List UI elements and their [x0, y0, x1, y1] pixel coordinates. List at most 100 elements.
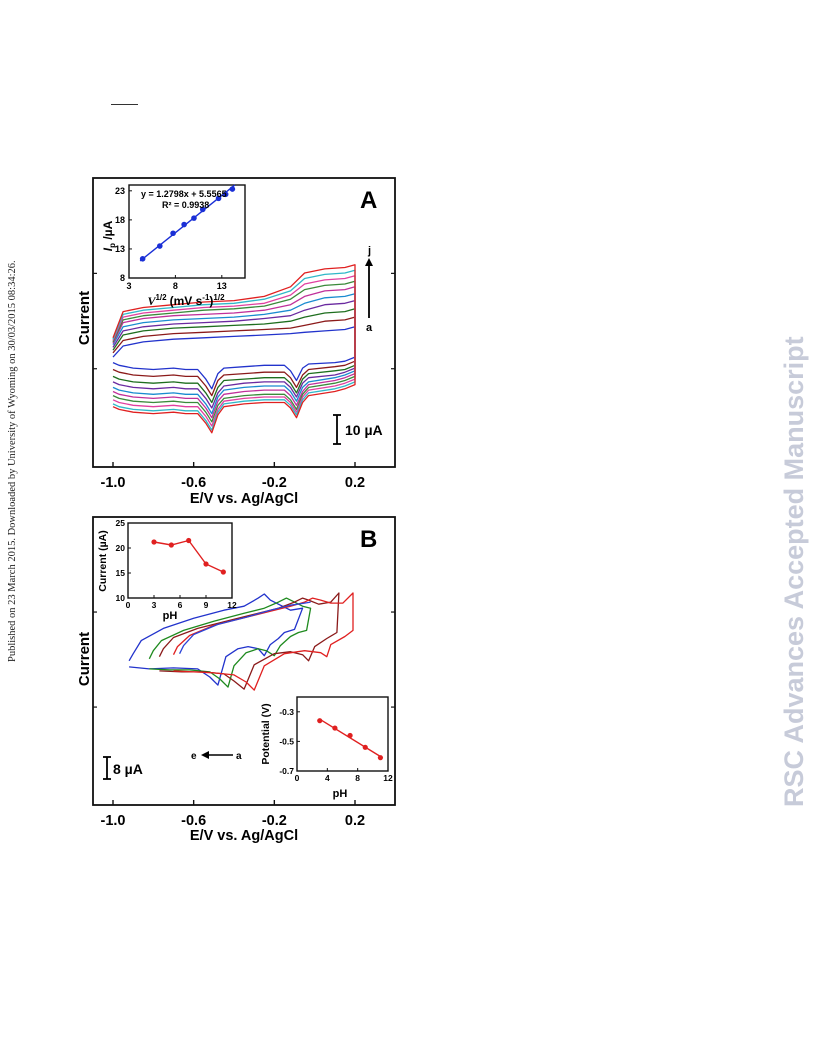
- x-tick-label: 0.2: [345, 475, 365, 491]
- panel-b-scale-bar-label: 8 µA: [113, 761, 143, 777]
- inset-y-tick-label: 20: [116, 543, 126, 553]
- voltammogram-curve: [112, 316, 356, 397]
- inset-y-tick-label: 15: [116, 568, 126, 578]
- voltammogram-curve: [112, 293, 356, 415]
- panel-b-voltammograms: [128, 592, 354, 691]
- inset-x-tick-label: 8: [355, 773, 360, 783]
- panel-b-inset-top: 0 3 6 9 12 10 15 20 25 Current (µA) pH: [97, 518, 237, 622]
- panel-b-inset-bottom: 0 4 8 12 -0.3 -0.5 -0.7 Potential (V) pH: [260, 696, 393, 800]
- voltammogram-curve: [179, 601, 311, 654]
- inset-y-tick-label: 23: [115, 186, 125, 196]
- inset-data-point: [186, 537, 192, 544]
- panel-b-inset-top-frame: [127, 522, 233, 599]
- panel-a-inset-frame: [128, 184, 246, 279]
- inset-data-point: [151, 539, 157, 545]
- voltammogram-curve: [112, 326, 356, 390]
- voltammogram-curve: [112, 308, 356, 404]
- panel-a-inset-points: [139, 186, 236, 262]
- voltammogram-curve: [112, 280, 356, 423]
- panel-a-arrow: a j: [365, 245, 373, 334]
- inset-data-point: [157, 243, 163, 249]
- inset-data-point: [203, 561, 209, 567]
- inset-x-tick-label: 3: [152, 600, 157, 610]
- voltammogram-curve: [112, 269, 356, 431]
- inset-x-tick-label: 0: [126, 600, 131, 610]
- voltammogram-curve: [158, 592, 340, 690]
- inset-data-point: [181, 221, 187, 228]
- inset-y-tick-label: -0.3: [279, 707, 294, 717]
- inset-y-tick-label: 25: [116, 518, 126, 528]
- panel-a-x-label: E/V vs. Ag/AgCl: [190, 491, 298, 507]
- inset-data-point: [229, 186, 236, 192]
- inset-data-point: [191, 215, 197, 221]
- panel-b-inset-bottom-points: [317, 718, 384, 761]
- inset-data-point: [317, 718, 323, 724]
- panel-b-inset-top-points: [151, 537, 226, 575]
- voltammogram-curve: [172, 592, 354, 691]
- panel-b-frame: [92, 516, 396, 806]
- inset-data-point: [222, 191, 229, 198]
- panel-a-label: A: [360, 187, 377, 214]
- panel-a-arrow-end-label: j: [367, 245, 371, 257]
- inset-data-point: [362, 744, 368, 750]
- x-tick-label: -0.6: [181, 475, 206, 491]
- panel-a-inset-x-label: V1/2 (mV s-1)1/2: [147, 293, 225, 308]
- inset-data-point: [215, 195, 222, 202]
- inset-x-tick-label: 12: [383, 773, 393, 783]
- inset-x-tick-label: 4: [325, 773, 330, 783]
- panel-a-frame: [92, 177, 396, 468]
- x-tick-label: 0.2: [345, 813, 365, 829]
- panel-b-x-label: E/V vs. Ag/AgCl: [190, 828, 298, 844]
- inset-y-tick-label: 13: [115, 244, 125, 254]
- inset-x-tick-label: 12: [227, 600, 237, 610]
- panel-a-inset-r2: R² = 0.9938: [162, 200, 209, 210]
- inset-y-tick-label: 8: [120, 273, 125, 283]
- panel-b-arrow-start-label: a: [236, 751, 242, 762]
- panel-b-inset-bottom-y-label: Potential (V): [260, 703, 272, 764]
- inset-x-tick-label: 13: [217, 281, 227, 291]
- panel-a-voltammograms: [112, 264, 356, 434]
- inset-x-tick-label: 0: [295, 773, 300, 783]
- inset-y-tick-label: 10: [116, 593, 126, 603]
- voltammogram-curve: [112, 264, 356, 434]
- panel-b-arrow: a e: [191, 751, 242, 762]
- panel-b-y-label: Current: [76, 632, 93, 686]
- inset-y-tick-label: -0.7: [279, 766, 294, 776]
- panel-b-inset-bottom-x-label: pH: [333, 788, 348, 800]
- inset-data-point: [332, 725, 338, 731]
- panel-a: A Current -1.0 -0.6 -0.2 0.2 E/V vs. Ag/AgC…: [76, 177, 396, 507]
- panel-b-label: B: [360, 526, 377, 553]
- voltammogram-curve: [112, 275, 356, 427]
- inset-data-point: [220, 569, 226, 575]
- panel-b-arrow-end-label: e: [191, 751, 197, 762]
- panel-b-scale-bar: 8 µA: [103, 756, 143, 780]
- voltammogram-curve: [112, 286, 356, 419]
- panel-a-scale-bar-label: 10 µA: [345, 422, 383, 438]
- inset-data-point: [168, 542, 174, 548]
- header-rule: [111, 104, 138, 105]
- panel-a-scale-bar: 10 µA: [333, 414, 383, 445]
- inset-data-point: [170, 230, 176, 237]
- x-tick-label: -1.0: [101, 813, 126, 829]
- voltammogram-curve: [112, 299, 356, 409]
- inset-x-tick-label: 8: [173, 281, 178, 291]
- voltammogram-curve: [128, 593, 304, 686]
- panel-a-inset-y-label: Ip /µA: [101, 220, 117, 251]
- x-tick-label: -0.2: [262, 813, 287, 829]
- panel-a-inset-equation: y = 1.2798x + 5.5565: [141, 189, 227, 199]
- panel-a-y-label: Current: [76, 291, 93, 345]
- voltammogram-curve: [148, 597, 312, 688]
- inset-x-tick-label: 6: [178, 600, 183, 610]
- inset-y-tick-label: 18: [115, 215, 125, 225]
- panel-b-inset-top-x-label: pH: [163, 610, 178, 622]
- panel-a-arrow-start-label: a: [366, 322, 373, 334]
- x-tick-label: -0.6: [181, 813, 206, 829]
- inset-y-tick-label: -0.5: [279, 736, 294, 746]
- inset-data-point: [347, 732, 353, 739]
- inset-data-point: [139, 256, 146, 262]
- panel-b-inset-top-y-label: Current (µA): [97, 530, 109, 591]
- x-tick-label: -1.0: [101, 475, 126, 491]
- x-tick-label: -0.2: [262, 475, 287, 491]
